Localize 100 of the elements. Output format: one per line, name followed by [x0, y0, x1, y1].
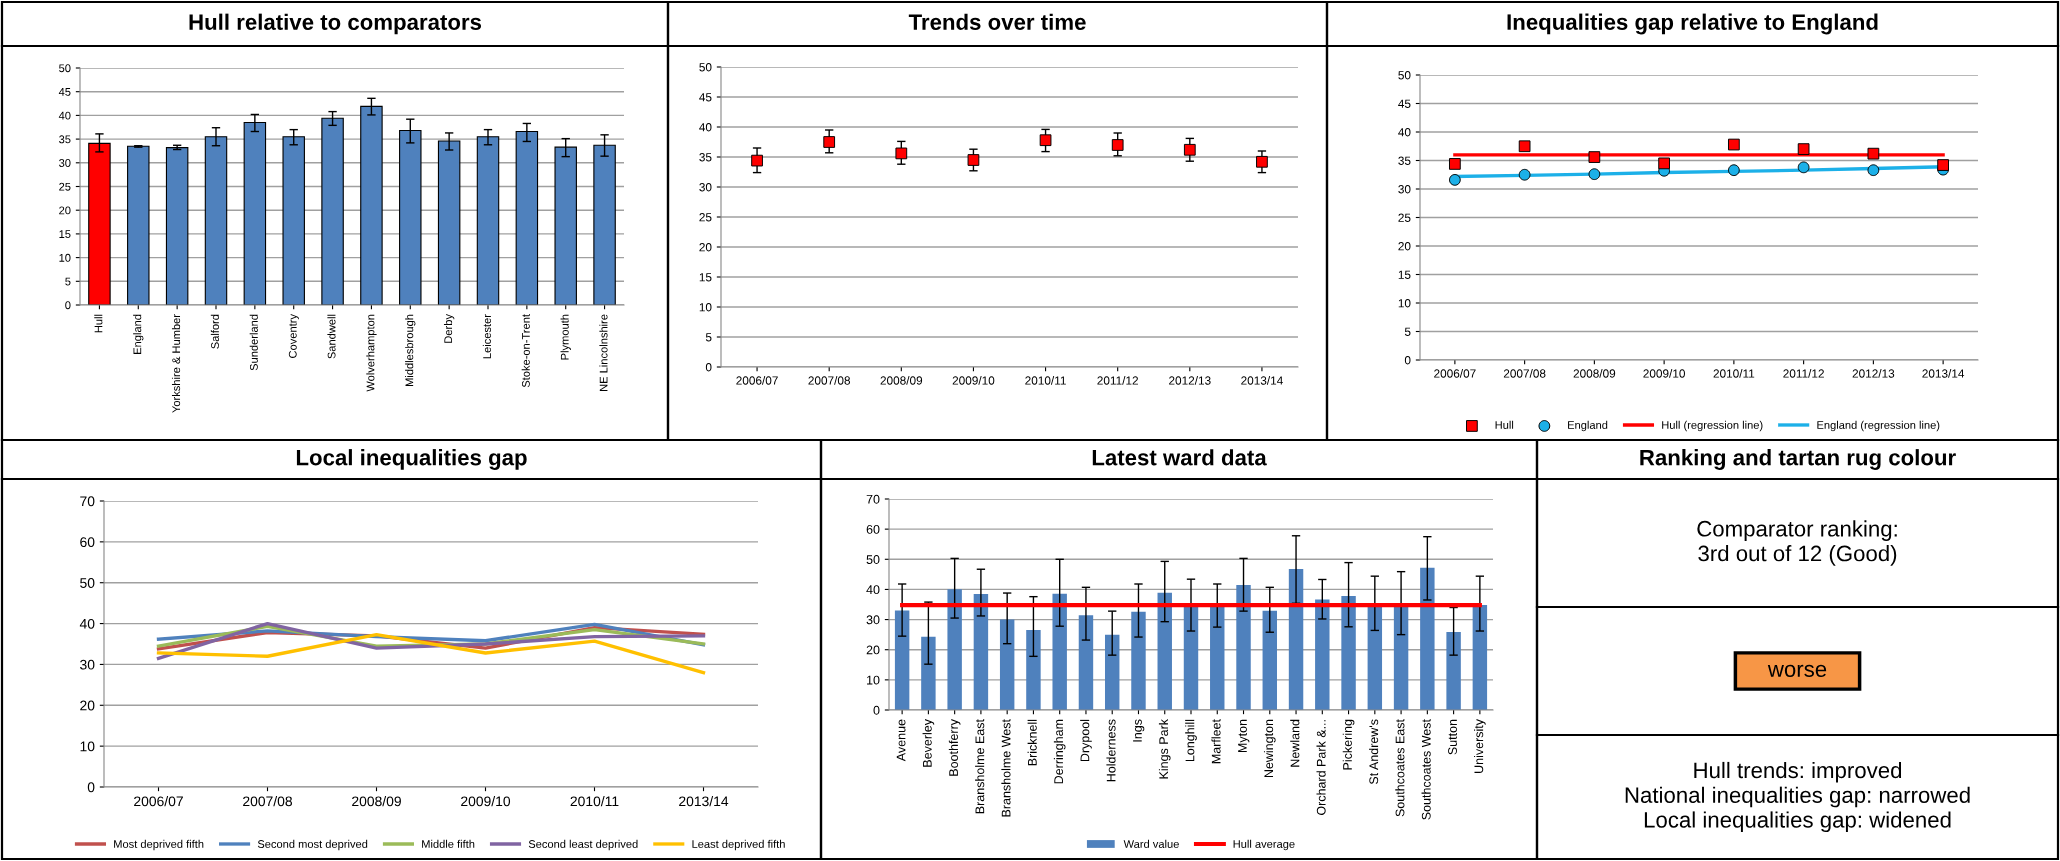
- legend-label: Hull average: [1233, 839, 1295, 851]
- bar: [1183, 605, 1199, 710]
- y-tick-label: 20: [1398, 242, 1411, 251]
- y-tick-label: 25: [59, 182, 71, 191]
- y-tick-label: 40: [79, 618, 95, 629]
- x-tick-label: 2009/10: [1643, 369, 1685, 378]
- x-tick-label: Drypool: [1080, 719, 1092, 762]
- x-tick-label: Derby: [443, 314, 455, 343]
- y-tick-label: 0: [705, 363, 712, 372]
- legend-label: Least deprived fifth: [692, 839, 785, 851]
- y-tick-label: 0: [873, 705, 880, 715]
- y-tick-label: 70: [866, 494, 880, 504]
- x-tick-label: University: [1474, 719, 1486, 773]
- y-tick-label: 35: [59, 135, 71, 144]
- y-tick-label: 30: [699, 183, 712, 192]
- x-tick-label: Bricknell: [1027, 719, 1037, 766]
- bar: [973, 593, 989, 710]
- x-tick-label: Coventry: [288, 314, 299, 358]
- x-tick-label: Orchard Park &...: [1316, 720, 1326, 815]
- x-tick-label: Newland: [1290, 719, 1300, 767]
- y-tick-label: 35: [1398, 156, 1411, 165]
- y-tick-label: 40: [58, 111, 71, 120]
- x-tick-label: Stoke-on-Trent: [521, 314, 530, 388]
- bar: [1078, 615, 1094, 710]
- y-tick-label: 50: [699, 63, 712, 72]
- legend-label: Ward value: [1123, 839, 1179, 848]
- x-tick-label: Avenue: [896, 719, 906, 762]
- y-tick-label: 0: [87, 782, 95, 793]
- x-tick-label: England: [133, 314, 144, 354]
- x-tick-label: 2007/08: [1503, 369, 1546, 378]
- bar: [127, 145, 150, 305]
- bar: [894, 610, 910, 710]
- y-tick-label: 40: [699, 123, 712, 132]
- x-tick-label: Yorkshire & Humber: [171, 314, 181, 413]
- x-tick-label: Longhill: [1185, 719, 1197, 762]
- bar: [999, 619, 1015, 710]
- y-tick-label: 60: [866, 524, 880, 534]
- x-tick-label: NE Lincolnshire: [599, 314, 608, 391]
- x-tick-label: Kings Park: [1158, 719, 1171, 779]
- text: Comparator ranking: 3rd out of 12 (Good): [1697, 520, 1897, 566]
- chart-title: Local inequalities gap: [296, 449, 527, 470]
- x-tick-label: 2009/10: [952, 376, 995, 385]
- text: Ranking and tartan rug colour: [1640, 449, 1956, 470]
- x-tick-label: Plymouth: [560, 314, 571, 360]
- chart-title: Hull relative to comparators: [189, 13, 482, 35]
- y-tick-label: 40: [1398, 128, 1411, 137]
- y-tick-label: 30: [80, 659, 95, 670]
- bar: [1236, 584, 1251, 710]
- x-tick-label: 2012/13: [1852, 369, 1895, 378]
- y-tick-label: 40: [866, 585, 880, 595]
- bar: [1341, 596, 1356, 710]
- x-tick-label: 2010/11: [1713, 369, 1755, 378]
- x-tick-label: 2007/08: [243, 796, 292, 807]
- legend-label: Second most deprived: [257, 839, 368, 851]
- y-tick-label: 70: [80, 496, 95, 507]
- y-tick-label: 30: [59, 159, 71, 167]
- y-tick-label: 50: [866, 555, 880, 564]
- y-tick-label: 25: [699, 213, 712, 222]
- y-tick-label: 15: [59, 230, 71, 239]
- x-tick-label: 2007/08: [808, 376, 851, 385]
- x-tick-label: Sutton: [1448, 719, 1457, 755]
- legend-label: Second least deprived: [528, 839, 638, 851]
- x-tick-label: Pickering: [1342, 719, 1355, 770]
- chart-title: Inequalities gap relative to England: [1507, 13, 1878, 35]
- bar: [1157, 592, 1172, 710]
- x-tick-label: Bransholme West: [1001, 719, 1011, 817]
- x-tick-label: Myton: [1238, 719, 1250, 753]
- x-tick-label: Salford: [210, 314, 219, 349]
- bar: [1315, 599, 1330, 710]
- x-tick-label: Hull: [94, 314, 103, 333]
- bar: [1131, 611, 1146, 710]
- x-tick-label: 2008/09: [1573, 369, 1616, 378]
- y-tick-label: 20: [699, 243, 712, 252]
- legend-label: Middle fifth: [422, 839, 475, 848]
- y-tick-label: 45: [699, 93, 712, 102]
- y-tick-label: 60: [80, 537, 95, 548]
- x-tick-label: 2011/12: [1783, 369, 1824, 378]
- bar: [1026, 630, 1041, 710]
- y-tick-label: 30: [1398, 185, 1411, 194]
- x-tick-label: 2006/07: [1434, 369, 1476, 378]
- y-tick-label: 10: [1398, 299, 1411, 308]
- y-tick-label: 0: [1404, 356, 1411, 365]
- line-series: [156, 632, 706, 675]
- x-tick-label: 2010/11: [1025, 376, 1066, 385]
- x-tick-label: 2006/07: [134, 796, 183, 807]
- legend-label: Hull: [1495, 420, 1514, 429]
- y-tick-label: 20: [866, 645, 880, 655]
- bar: [1105, 634, 1120, 710]
- bar: [165, 147, 189, 305]
- y-tick-label: 10: [80, 741, 95, 752]
- bar: [1052, 593, 1067, 710]
- x-tick-label: 2013/14: [1241, 376, 1283, 385]
- x-tick-label: Leicester: [482, 314, 491, 359]
- y-tick-label: 35: [699, 153, 712, 162]
- x-tick-label: Ings: [1133, 719, 1145, 742]
- x-tick-label: 2006/07: [736, 376, 778, 385]
- legend-label: Hull (regression line): [1662, 420, 1763, 432]
- bar: [1446, 631, 1461, 710]
- x-tick-label: 2013/14: [1922, 369, 1965, 378]
- y-tick-label: 10: [59, 253, 71, 262]
